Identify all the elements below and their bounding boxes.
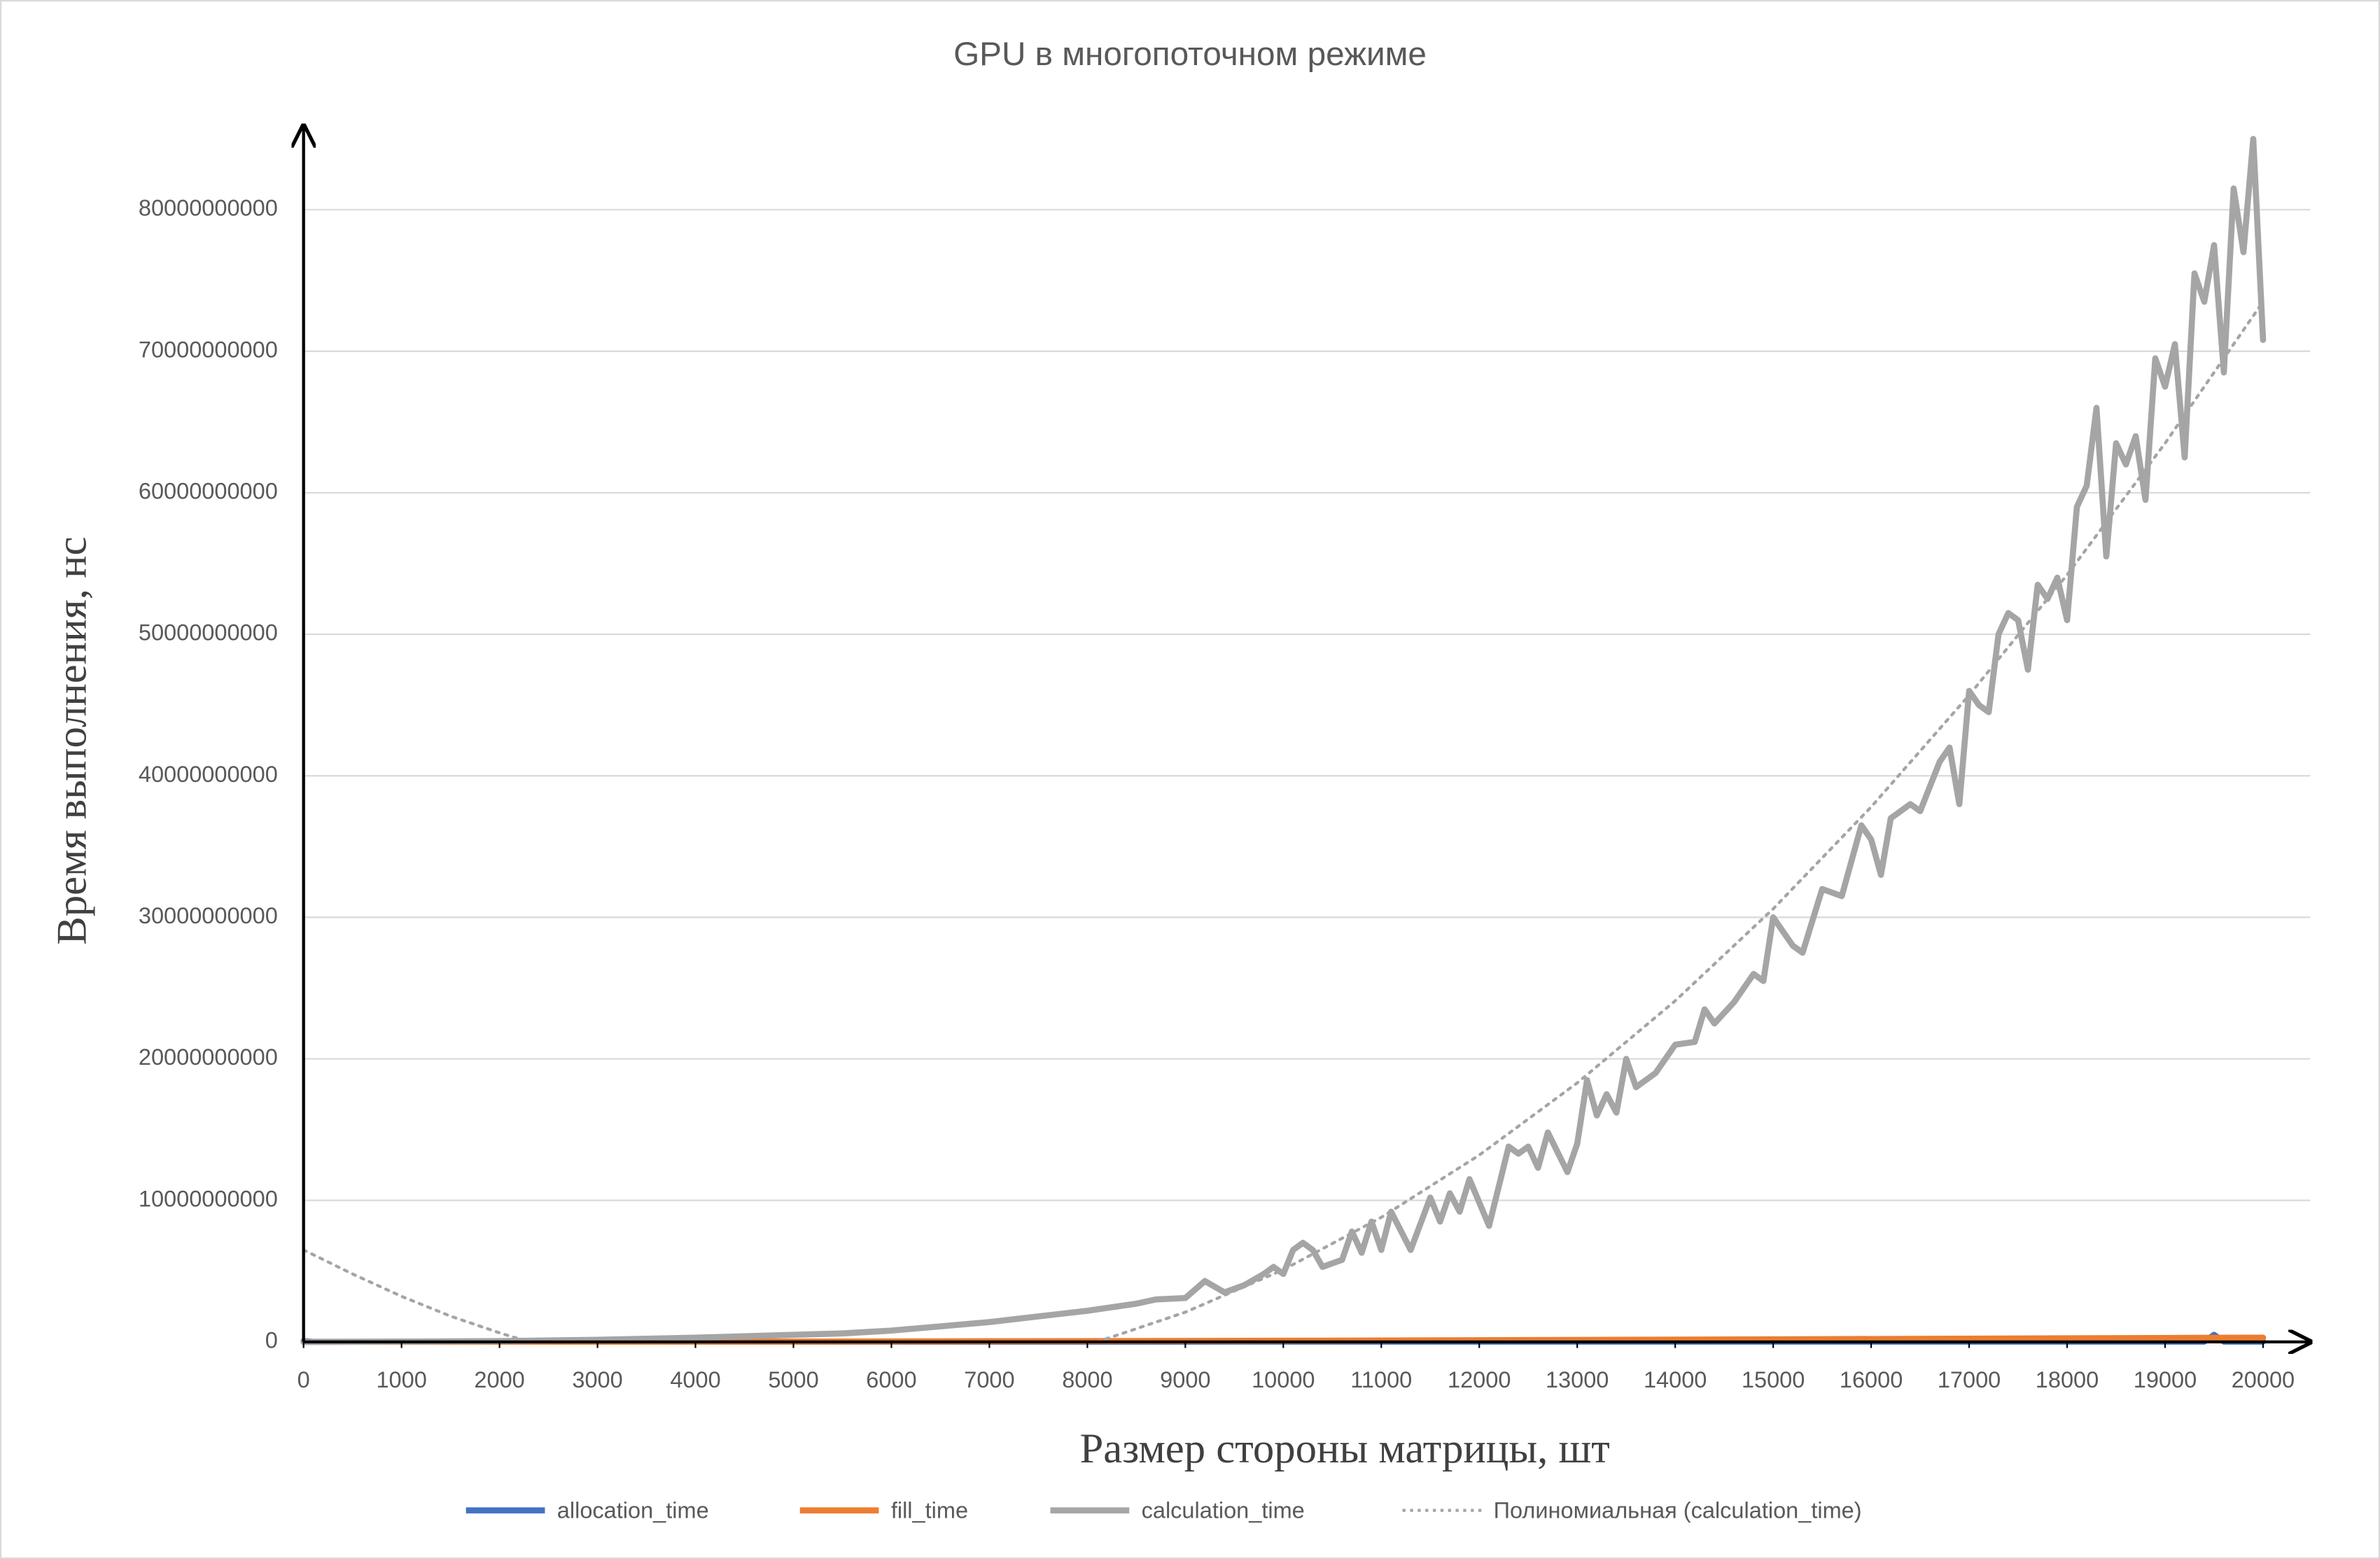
x-tick-label: 0 — [298, 1367, 310, 1392]
grid — [303, 209, 2311, 1343]
x-tick-label: 8000 — [1062, 1367, 1112, 1392]
x-tick-label: 7000 — [964, 1367, 1014, 1392]
y-tick-label: 40000000000 — [139, 762, 278, 787]
series-line — [300, 136, 2267, 1345]
y-tick-label: 50000000000 — [139, 620, 278, 645]
legend-label: allocation_time — [557, 1497, 709, 1523]
x-tick-label: 12000 — [1448, 1367, 1511, 1392]
y-tick-label: 30000000000 — [139, 903, 278, 928]
x-tick-label: 15000 — [1742, 1367, 1805, 1392]
y-tick-label: 60000000000 — [139, 479, 278, 504]
x-tick-label: 19000 — [2134, 1367, 2197, 1392]
legend-label: calculation_time — [1142, 1497, 1305, 1523]
x-tick-label: 6000 — [866, 1367, 916, 1392]
x-tick-label: 20000 — [2232, 1367, 2295, 1392]
x-tick-label: 4000 — [670, 1367, 720, 1392]
chart-title: GPU в многопоточном режиме — [953, 36, 1427, 73]
y-axis-title: Время выполнения, нс — [48, 537, 95, 945]
x-tick-label: 11000 — [1350, 1367, 1412, 1392]
y-tick-label: 80000000000 — [139, 195, 278, 221]
x-tick-label: 1000 — [376, 1367, 426, 1392]
y-tick-label: 10000000000 — [139, 1186, 278, 1211]
x-tick-label: 13000 — [1546, 1367, 1609, 1392]
legend-label: fill_time — [891, 1497, 968, 1523]
legend-label: Полиномиальная (calculation_time) — [1494, 1497, 1862, 1523]
tick-labels: 0 10000000000 20000000000 30000000000 400000… — [139, 195, 2295, 1392]
x-tick-label: 5000 — [768, 1367, 818, 1392]
x-tick-label: 14000 — [1644, 1367, 1707, 1392]
x-tick-label: 17000 — [1938, 1367, 2001, 1392]
x-tick-label: 9000 — [1160, 1367, 1210, 1392]
y-tick-label: 20000000000 — [139, 1044, 278, 1070]
y-tick-label: 0 — [265, 1327, 278, 1352]
trend-line — [1096, 300, 2265, 1344]
x-tick-label: 3000 — [572, 1367, 622, 1392]
x-axis-title: Размер стороны матрицы, шт — [1080, 1425, 1610, 1472]
x-tick-label: 10000 — [1252, 1367, 1315, 1392]
y-tick-label: 70000000000 — [139, 337, 278, 362]
legend: allocation_time fill_time calculation_time… — [465, 1497, 1862, 1523]
x-tick-label: 2000 — [474, 1367, 524, 1392]
trend-line — [302, 1248, 531, 1344]
x-tick-label: 16000 — [1840, 1367, 1903, 1392]
x-tick-label: 18000 — [2036, 1367, 2099, 1392]
